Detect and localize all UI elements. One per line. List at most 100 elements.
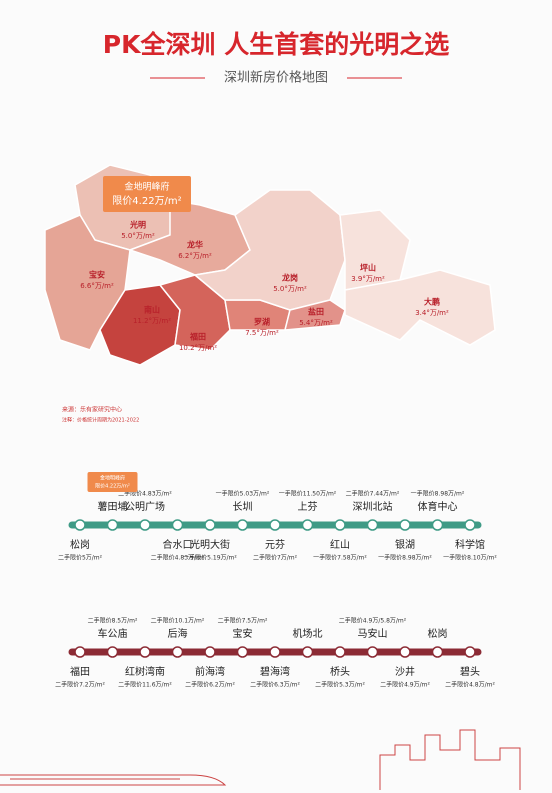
district-name: 龙华 xyxy=(186,240,203,250)
station-name: 车公庙 xyxy=(98,627,128,640)
station-price: 二手限价6.3万/m² xyxy=(250,681,300,689)
subtitle: 深圳新房价格地图 xyxy=(224,70,328,86)
station xyxy=(269,646,281,658)
station-price: 二手限价5万/m² xyxy=(58,554,103,562)
district-price: 5.0°万/m² xyxy=(121,232,155,240)
station-price: 二手限价4.9万/m² xyxy=(380,681,430,689)
station-name: 红树湾南 xyxy=(125,665,165,678)
station xyxy=(399,646,411,658)
station-name: 机场北 xyxy=(293,627,323,640)
station-name: 公明广场 xyxy=(125,500,165,513)
station-price: 二手限价7万/m² xyxy=(253,554,298,562)
station-name: 宝安 xyxy=(233,627,253,640)
station-name: 松岗 xyxy=(70,538,90,551)
district-price: 7.5°万/m² xyxy=(245,329,279,337)
district-price: 3.9°万/m² xyxy=(351,275,385,283)
district xyxy=(344,269,496,346)
station xyxy=(464,519,476,531)
district xyxy=(284,299,346,331)
district-name: 宝安 xyxy=(89,270,105,280)
station xyxy=(334,519,346,531)
station-price: 一手限价5.19万/m² xyxy=(183,554,237,562)
note: 注释：价格统计周期为2021-2022 xyxy=(62,417,139,424)
station-price: 一手限价5.03万/m² xyxy=(216,490,270,498)
station-price: 二手限价11.6万/m² xyxy=(118,681,172,689)
station xyxy=(431,519,444,531)
station-price: 二手限价6.2万/m² xyxy=(185,681,235,689)
station-name: 长圳 xyxy=(233,501,253,513)
station xyxy=(74,519,86,531)
station-name: 前海湾 xyxy=(195,665,225,678)
station-price: 二手限价7.44万/m² xyxy=(346,490,400,498)
station xyxy=(431,646,444,658)
station xyxy=(106,519,119,531)
station xyxy=(74,646,86,658)
station-price: 二手限价4.9万/5.8万/m² xyxy=(339,617,407,625)
station-name: 沙井 xyxy=(395,665,415,678)
station-price: 二手限价7.2万/m² xyxy=(55,681,105,689)
station xyxy=(106,646,119,658)
station-price: 二手限价5.3万/m² xyxy=(315,681,365,689)
station-name: 马安山 xyxy=(358,627,388,640)
callout-price: 限价4.22万/m² xyxy=(112,195,181,207)
train-decoration xyxy=(0,729,521,790)
station-name: 银湖 xyxy=(395,538,415,551)
station xyxy=(204,519,216,531)
station-name: 桥头 xyxy=(330,666,350,678)
district-name: 大鹏 xyxy=(424,297,440,307)
district-price: 6.2°万/m² xyxy=(178,252,212,260)
station xyxy=(301,519,314,531)
station-name: 光明大街 xyxy=(190,538,230,551)
source: 来源：乐有家研究中心 xyxy=(62,406,122,414)
district-name: 南山 xyxy=(144,305,160,315)
station-name: 科学馆 xyxy=(455,538,485,551)
station xyxy=(464,646,476,658)
station-price: 二手限价10.1万/m² xyxy=(151,617,205,625)
district-price: 3.4°万/m² xyxy=(415,309,449,317)
station-name: 碧头 xyxy=(460,666,480,678)
station xyxy=(171,519,184,531)
station-name: 合水口 xyxy=(163,538,193,551)
station xyxy=(269,519,281,531)
callout-name: 金地明峰府 xyxy=(124,181,169,193)
station xyxy=(366,646,379,658)
station xyxy=(301,646,314,658)
station-price: 二手限价7.5万/m² xyxy=(218,617,268,625)
district-name: 盐田 xyxy=(308,307,324,317)
station-price: 一手限价11.50万/m² xyxy=(279,490,337,498)
station xyxy=(236,519,249,531)
station xyxy=(334,646,346,658)
district-name: 坪山 xyxy=(360,263,376,273)
district-name: 光明 xyxy=(129,220,146,230)
station xyxy=(204,646,216,658)
station-name: 松岗 xyxy=(428,627,448,640)
station-name: 元芬 xyxy=(265,539,285,551)
station-callout-price: 限价4.22万/m² xyxy=(95,483,130,490)
station xyxy=(366,519,379,531)
station xyxy=(236,646,249,658)
station xyxy=(139,519,151,531)
metro: 松岗二手限价5万/m²薯田埔公明广场二手限价4.83万/m²合水口二手限价4.8… xyxy=(55,472,497,689)
station-name: 福田 xyxy=(70,665,90,678)
station-name: 上芬 xyxy=(298,501,318,513)
station xyxy=(139,646,151,658)
district-price: 10.2°万/m² xyxy=(179,344,217,352)
district-name: 福田 xyxy=(189,332,206,342)
station xyxy=(171,646,184,658)
station-price: 一手限价7.58万/m² xyxy=(313,554,367,562)
station-price: 二手限价8.5万/m² xyxy=(88,617,138,625)
station-callout xyxy=(87,472,138,492)
district-name: 龙岗 xyxy=(281,273,298,283)
station-price: 二手限价4.8万/m² xyxy=(445,681,495,689)
title: PK全深圳 人生首套的光明之选 xyxy=(103,30,449,59)
callout-box xyxy=(103,176,191,212)
station-price: 二手限价4.83万/m² xyxy=(151,554,205,562)
station-name: 薯田埔 xyxy=(98,500,128,513)
station-name: 红山 xyxy=(330,538,350,551)
district-price: 5.0°万/m² xyxy=(273,285,307,293)
station-price: 一手限价8.98万/m² xyxy=(378,554,432,562)
station-callout-name: 金地明峰府 xyxy=(100,475,125,482)
station-name: 深圳北站 xyxy=(353,500,393,513)
map: 光明 5.0°万/m² 龙华 6.2°万/m² 宝安 6.6°万/m² 南山 11.2°万/m… xyxy=(44,164,496,366)
